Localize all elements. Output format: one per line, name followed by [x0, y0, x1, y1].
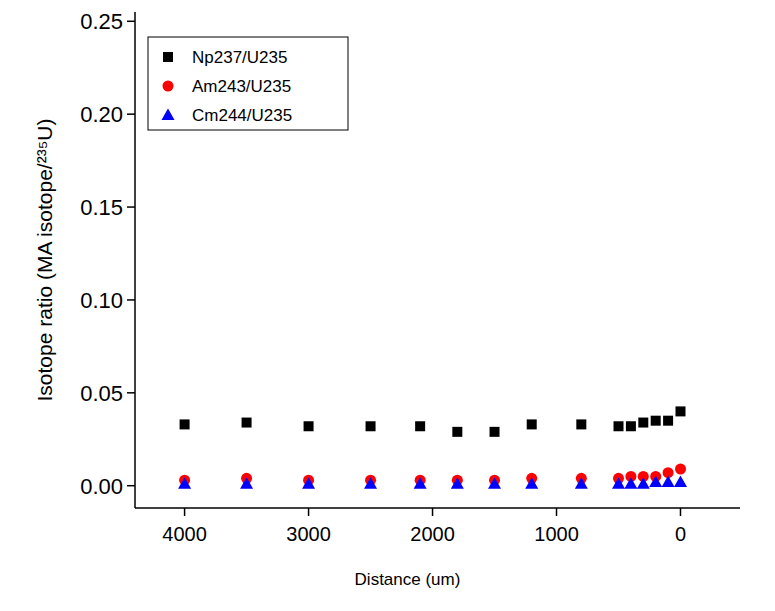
- chart-svg: 0.00 0.05 0.10 0.15 0.20 0.25 4000 3000 2000 1000…: [0, 0, 775, 611]
- data-point: [663, 416, 673, 426]
- legend-box: [148, 37, 348, 130]
- data-point: [675, 463, 686, 474]
- data-point: [651, 416, 661, 426]
- x-tick: [556, 508, 558, 516]
- series-group: [180, 406, 686, 436]
- y-tick: [127, 392, 135, 394]
- plot-area: [178, 406, 687, 488]
- y-tick-label: 0.20: [80, 102, 123, 127]
- data-point: [527, 419, 537, 429]
- data-point: [304, 421, 314, 431]
- y-axis-label: Isotope ratio (MA isotope/²³⁵U): [33, 119, 56, 402]
- data-point: [490, 427, 500, 437]
- data-point: [614, 421, 624, 431]
- x-tick-label: 0: [675, 523, 686, 545]
- data-point: [638, 418, 648, 428]
- data-point: [675, 406, 685, 416]
- data-point: [366, 421, 376, 431]
- data-point: [178, 477, 191, 489]
- y-tick: [127, 485, 135, 487]
- legend-label: Np237/U235: [192, 48, 287, 67]
- data-point: [452, 427, 462, 437]
- data-point: [649, 475, 662, 487]
- legend-label: Am243/U235: [192, 77, 291, 96]
- x-tick: [680, 508, 682, 516]
- y-tick: [127, 299, 135, 301]
- y-axis-line: [134, 12, 136, 508]
- data-point: [575, 477, 588, 489]
- x-axis-line: [135, 507, 740, 509]
- data-point: [414, 477, 427, 489]
- y-tick-label: 0.15: [80, 195, 123, 220]
- data-point: [242, 418, 252, 428]
- series-group: [179, 463, 686, 485]
- data-point: [576, 419, 586, 429]
- x-tick-label: 3000: [286, 523, 331, 545]
- data-point: [626, 421, 636, 431]
- data-point: [624, 477, 637, 489]
- legend-label: Cm244/U235: [192, 106, 292, 125]
- data-point: [451, 477, 464, 489]
- data-point: [240, 477, 253, 489]
- data-point: [637, 477, 650, 489]
- y-tick: [127, 206, 135, 208]
- legend-marker: [163, 52, 173, 62]
- chart-container: 0.00 0.05 0.10 0.15 0.20 0.25 4000 3000 2000 1000…: [0, 0, 775, 611]
- x-tick: [308, 508, 310, 516]
- y-tick-label: 0.25: [80, 9, 123, 34]
- x-tick-label: 1000: [534, 523, 579, 545]
- x-tick-label: 4000: [162, 523, 207, 545]
- x-tick: [432, 508, 434, 516]
- x-tick-label: 2000: [410, 523, 455, 545]
- y-tick-label: 0.10: [80, 288, 123, 313]
- legend-marker: [162, 109, 175, 121]
- series-group: [178, 475, 687, 488]
- data-point: [364, 477, 377, 489]
- y-tick: [127, 21, 135, 23]
- x-axis-label: Distance (um): [355, 570, 461, 589]
- y-tick-label: 0.05: [80, 381, 123, 406]
- x-tick: [184, 508, 186, 516]
- data-point: [415, 421, 425, 431]
- data-point: [674, 475, 687, 487]
- data-point: [302, 477, 315, 489]
- legend-marker: [163, 81, 174, 92]
- data-point: [612, 477, 625, 489]
- y-tick: [127, 113, 135, 115]
- data-point: [525, 477, 538, 489]
- y-tick-label: 0.00: [80, 474, 123, 499]
- data-point: [180, 419, 190, 429]
- legend: Np237/U235 Am243/U235 Cm244/U235: [148, 37, 348, 130]
- data-point: [488, 477, 501, 489]
- data-point: [662, 475, 675, 487]
